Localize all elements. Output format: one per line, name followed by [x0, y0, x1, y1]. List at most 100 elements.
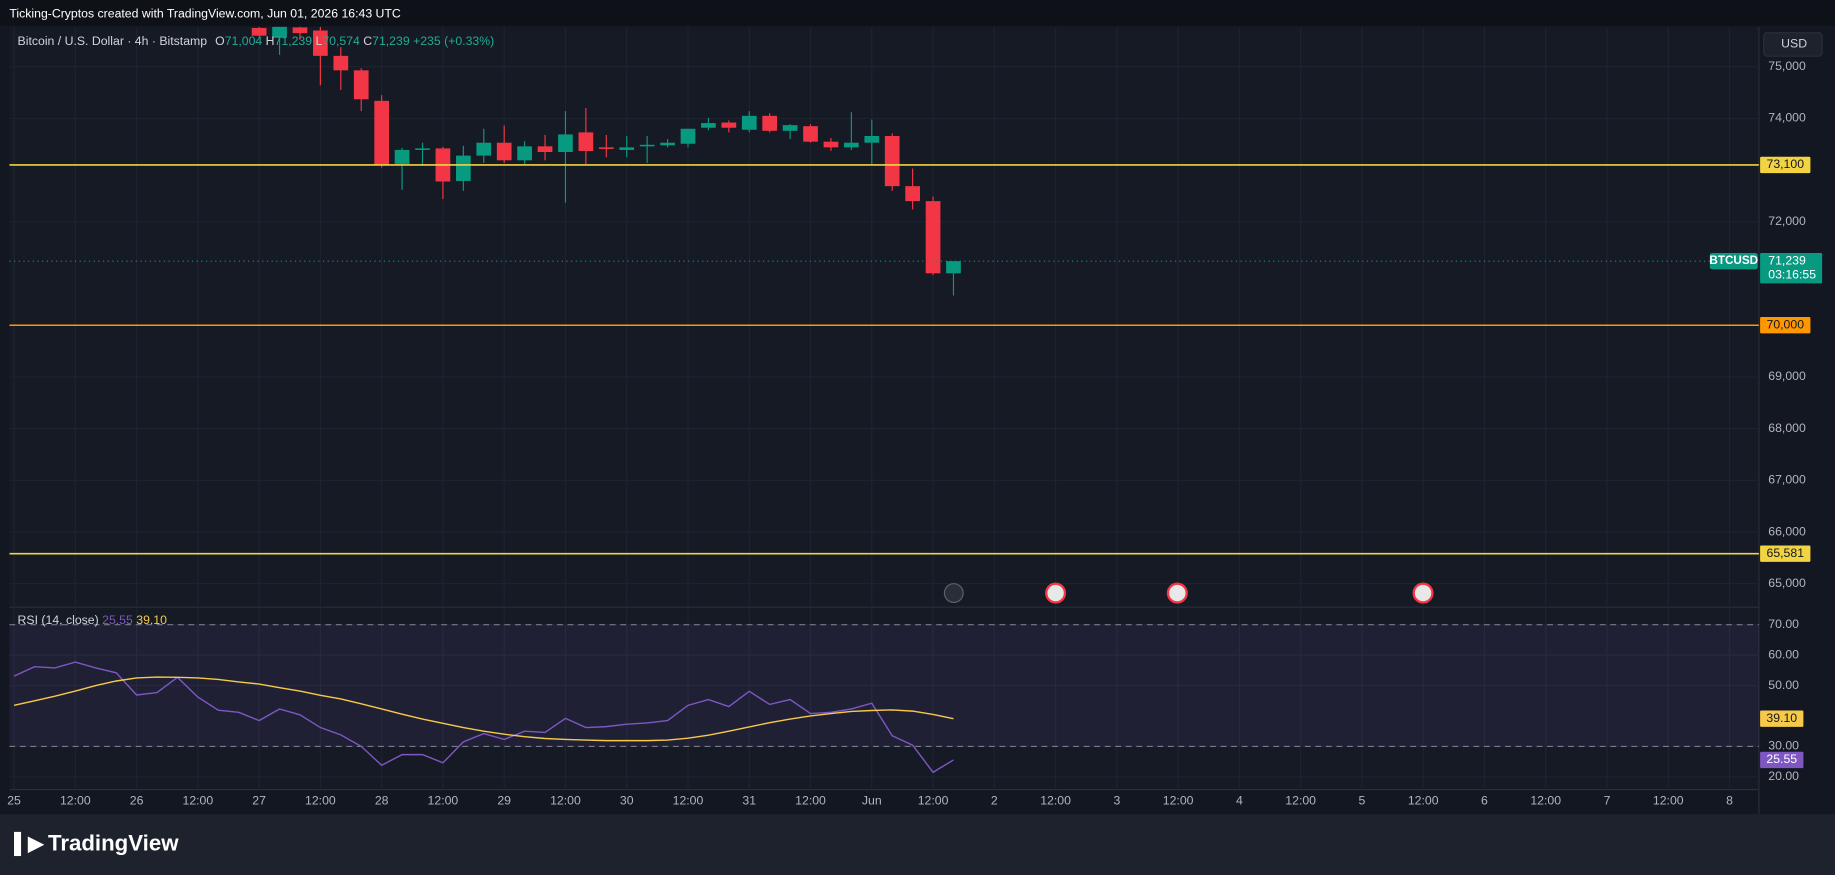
legend-prefix: O: [215, 34, 225, 48]
candle-body: [558, 134, 573, 153]
x-tick-label: 12:00: [60, 794, 91, 808]
candle-body: [415, 148, 430, 150]
candle-body: [884, 135, 900, 187]
y-tick-label: 69,000: [1768, 369, 1806, 383]
candle-body: [741, 115, 757, 130]
rsi-last-box: [1760, 751, 1804, 769]
x-tick-label: 31: [742, 794, 756, 808]
last-price-box: [1760, 252, 1823, 284]
level-label-box: [1760, 317, 1811, 334]
candle-body: [844, 142, 859, 148]
candle-body: [272, 26, 287, 38]
grid: [9, 26, 1759, 790]
candle-body: [782, 125, 798, 131]
legend-title: Bitcoin / U.S. Dollar · 4h · Bitstamp: [18, 34, 208, 48]
rsi-last-label: 39.10: [1766, 711, 1797, 725]
event-icon[interactable]: [943, 583, 964, 604]
x-tick-label: 29: [497, 794, 511, 808]
candle-body: [537, 146, 553, 153]
candle-body: [639, 144, 655, 147]
x-tick-label: 12:00: [1408, 794, 1439, 808]
y-tick-label: 65,000: [1768, 576, 1806, 590]
x-tick-label: 7: [1604, 794, 1611, 808]
legend-prefix: L: [316, 34, 323, 48]
candle-body: [251, 27, 267, 36]
candle-body: [476, 142, 492, 156]
candle-body: [803, 126, 818, 142]
x-tick-label: 12:00: [918, 794, 949, 808]
x-tick-label: 12:00: [550, 794, 581, 808]
x-tick-label: 27: [252, 794, 266, 808]
rsi-value: 25.55: [102, 613, 133, 627]
main-legend: Bitcoin / U.S. Dollar · 4h · Bitstamp O7…: [18, 34, 495, 48]
y-tick-label: 75,000: [1768, 59, 1806, 73]
y-tick-label: 72,000: [1768, 214, 1806, 228]
x-tick-label: 8: [1726, 794, 1733, 808]
symbol-label-box: [1709, 252, 1758, 270]
x-tick-label: 12:00: [1285, 794, 1316, 808]
legend-value: 71,239: [275, 34, 313, 48]
candle-body: [374, 100, 390, 165]
y-tick-label: 74,000: [1768, 111, 1806, 125]
y-tick-label: 70.00: [1768, 617, 1799, 631]
candle-body: [333, 55, 349, 71]
legend-value: 70,574: [322, 34, 360, 48]
rsi-ma-value: 39.10: [136, 613, 167, 627]
rsi-plot: [9, 624, 1759, 774]
candle-body: [762, 115, 778, 131]
level-label-box: [1760, 156, 1811, 174]
level-label: 65,581: [1767, 546, 1805, 560]
event-icon[interactable]: [1412, 582, 1434, 604]
x-tick-label: 3: [1113, 794, 1120, 808]
rsi-last-label: 25.55: [1766, 752, 1797, 766]
x-tick-label: 12:00: [183, 794, 214, 808]
x-tick-label: 12:00: [795, 794, 826, 808]
y-tick-label: 20.00: [1768, 769, 1799, 783]
level-label-box: [1760, 545, 1811, 562]
candle-body: [496, 142, 512, 161]
event-icon[interactable]: [1166, 582, 1188, 604]
level-label: 70,000: [1767, 317, 1805, 331]
x-tick-label: 28: [375, 794, 389, 808]
y-tick-label: 67,000: [1768, 473, 1806, 487]
candle-body: [619, 147, 635, 150]
attribution: Ticking-Cryptos created with TradingView…: [9, 6, 401, 20]
candle-body: [823, 141, 839, 148]
rsi-band: [9, 624, 1759, 747]
candle-body: [598, 147, 614, 149]
candle-body: [946, 261, 961, 274]
countdown: 03:16:55: [1768, 267, 1816, 281]
y-tick-label: 50.00: [1768, 678, 1799, 692]
candle-body: [578, 132, 594, 151]
rsi-title: RSI (14, close): [18, 613, 99, 627]
candle-body: [864, 135, 880, 143]
x-tick-label: 2: [991, 794, 998, 808]
currency-box[interactable]: [1763, 32, 1823, 57]
y-tick-label: 68,000: [1768, 421, 1806, 435]
candle-body: [905, 186, 920, 202]
x-tick-label: 12:00: [1530, 794, 1561, 808]
rsi-line: [13, 661, 954, 774]
legend-prefix: C: [363, 34, 372, 48]
candle-body: [925, 201, 941, 274]
brand-mark: ▌▶: [14, 831, 45, 857]
top-bar: [0, 0, 1835, 26]
rsi-line: [13, 676, 954, 742]
candle-body: [353, 70, 369, 100]
candle-body: [660, 142, 675, 146]
level-label: 73,100: [1767, 157, 1805, 171]
rsi-legend: RSI (14, close) 25.55 39.10: [18, 613, 168, 627]
candle-body: [701, 123, 716, 128]
x-tick-label: 12:00: [1163, 794, 1194, 808]
last-price-label: 71,239: [1768, 253, 1806, 267]
candle-body: [313, 30, 328, 56]
event-icon[interactable]: [1045, 582, 1067, 604]
x-tick-label: Jun: [862, 794, 882, 808]
legend-value: 71,004: [225, 34, 263, 48]
x-tick-label: 4: [1236, 794, 1243, 808]
candle-body: [292, 27, 308, 34]
candle-body: [517, 146, 532, 161]
legend-value: 71,239: [372, 34, 410, 48]
main-panel: [9, 26, 1759, 606]
